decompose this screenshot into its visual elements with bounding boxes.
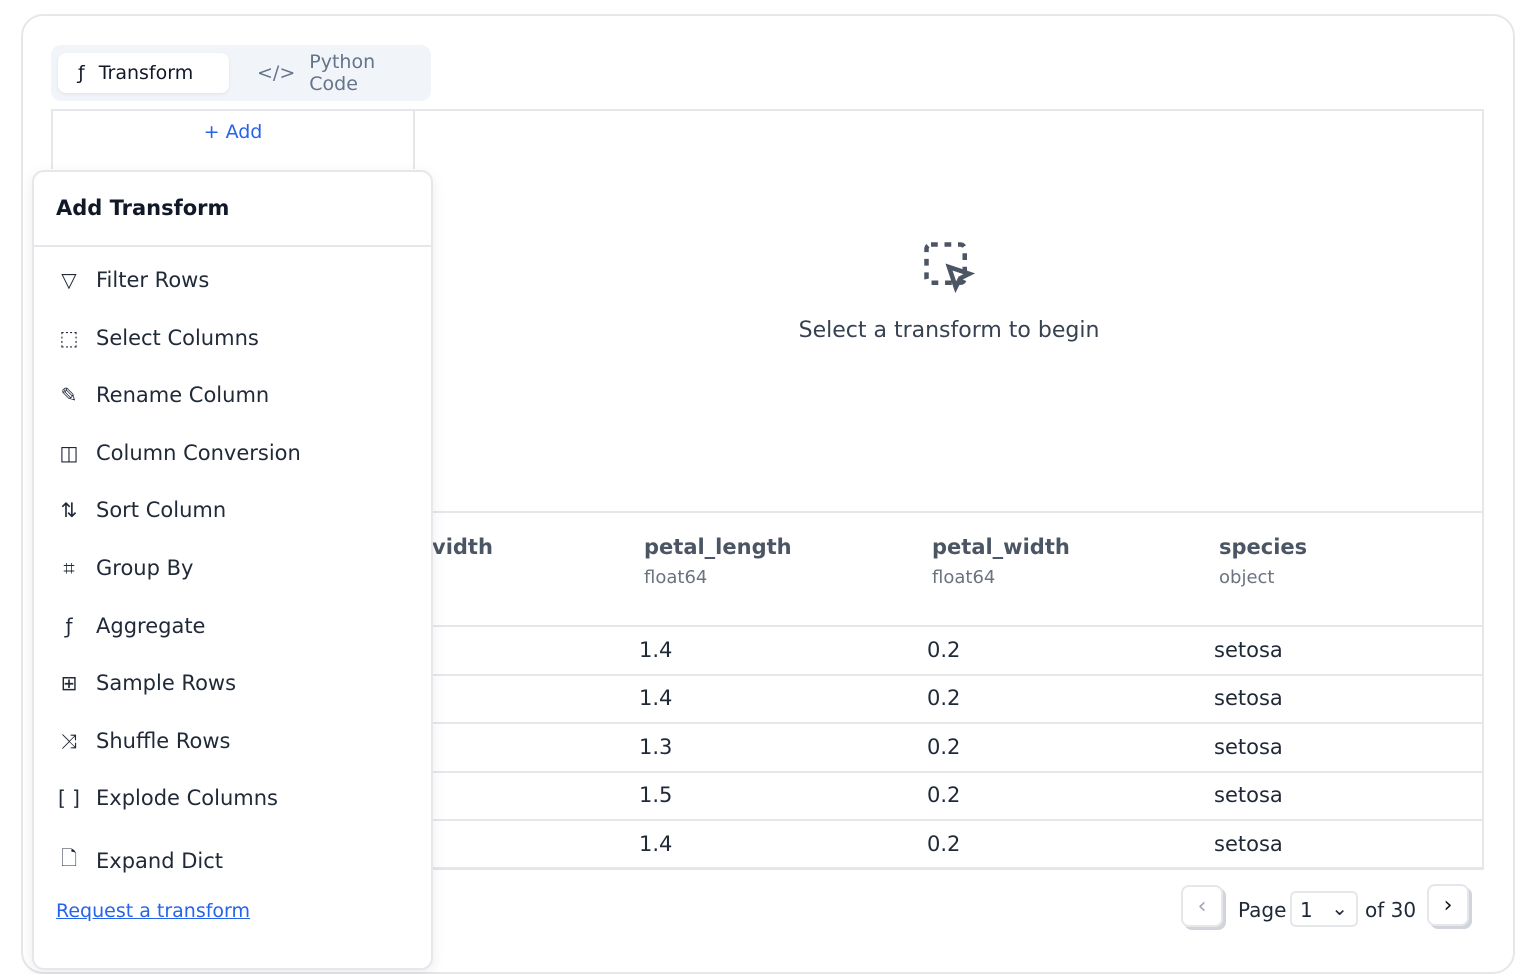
transform-item-explode-columns[interactable]: [ ] Explode Columns [56,786,278,810]
select-columns-icon: ⬚ [59,325,79,350]
page-select[interactable]: 1 ⌄ [1290,891,1358,927]
table-cell: setosa [1214,686,1283,711]
column-header[interactable]: vidth [432,535,493,559]
transform-item-aggregate[interactable]: ƒ Aggregate [56,614,205,638]
transform-item-sample-rows[interactable]: ⊞ Sample Rows [56,671,236,695]
table-cell: setosa [1214,638,1283,662]
chevron-right-icon: › [1443,892,1453,918]
file-braces-icon: 🗋 [60,846,78,870]
brackets-icon: [ ] [58,786,80,811]
table-cell: setosa [1214,783,1283,808]
table-cell: 0.2 [927,734,961,759]
column-header[interactable]: petal_length float64 [644,535,792,588]
transform-item-rename-column[interactable]: ✎ Rename Column [56,383,270,408]
column-header[interactable]: petal_width float64 [932,535,1070,588]
sample-icon: ⊞ [60,671,78,696]
pencil-icon: ✎ [60,383,78,408]
table-cell: 0.2 [927,831,961,856]
transform-item-group-by[interactable]: ⌗ Group By [56,556,193,580]
transform-item-expand-dict[interactable]: 🗋 Expand Dict [56,844,223,878]
empty-state: Select a transform to begin [414,240,1484,343]
tab-bar: ƒ Transform </> Python Code [51,45,431,101]
shuffle-icon: ⤨ [61,728,77,753]
table-cell: 0.2 [927,638,961,662]
filter-icon: ▽ [61,268,77,292]
dashed-select-cursor-icon [924,242,976,294]
table-cell: 1.5 [639,783,673,808]
table-row: 1.4 0.2 setosa [414,822,1484,870]
table-cell: 1.4 [639,831,673,856]
column-header[interactable]: species object [1219,535,1308,588]
empty-message: Select a transform to begin [798,318,1100,343]
request-transform-link[interactable]: Request a transform [56,900,251,922]
table-row: 1.4 0.2 setosa [414,628,1484,676]
table-cell: 1.3 [639,734,673,759]
sort-icon: ⇅ [60,498,78,523]
prev-page-button[interactable]: ‹ [1181,885,1223,927]
columns-icon: ◫ [59,440,79,465]
next-page-button[interactable]: › [1427,884,1469,926]
table-cell: 0.2 [927,686,961,711]
transform-item-shuffle-rows[interactable]: ⤨ Shuffle Rows [56,729,230,753]
popup-title: Add Transform [34,172,431,247]
transform-item-filter-rows[interactable]: ▽ Filter Rows [56,268,209,292]
page-label: Page [1238,898,1287,922]
add-transform-popup: Add Transform ▽ Filter Rows ⬚ Select Column… [32,170,433,970]
table-cell: 1.4 [639,638,673,662]
tab-python-code[interactable]: </> Python Code [257,51,376,95]
table-row: 1.4 0.2 setosa [414,676,1484,725]
transform-item-sort-column[interactable]: ⇅ Sort Column [56,498,227,523]
table-cell: 0.2 [927,783,961,808]
table-header: vidth petal_length float64 petal_width flo… [414,511,1484,627]
function-icon: ƒ [65,613,73,638]
page-count: of 30 [1365,898,1417,922]
transform-list: + Add [51,109,415,169]
table-cell: setosa [1214,831,1283,856]
plus-icon: + [203,121,226,143]
tab-transform[interactable]: ƒ Transform [58,53,229,93]
add-button[interactable]: + Add [203,121,263,143]
table-row: 1.3 0.2 setosa [414,725,1484,773]
table-row: 1.5 0.2 setosa [414,773,1484,822]
table-cell: setosa [1214,734,1283,759]
chevron-left-icon: ‹ [1197,893,1207,919]
transform-item-column-conversion[interactable]: ◫ Column Conversion [56,441,301,465]
transform-item-select-columns[interactable]: ⬚ Select Columns [56,326,259,350]
group-icon: ⌗ [63,556,75,580]
table-cell: 1.4 [639,686,673,711]
code-icon: </> [257,62,296,84]
chevron-down-icon: ⌄ [1331,896,1348,920]
function-icon: ƒ [78,62,85,84]
